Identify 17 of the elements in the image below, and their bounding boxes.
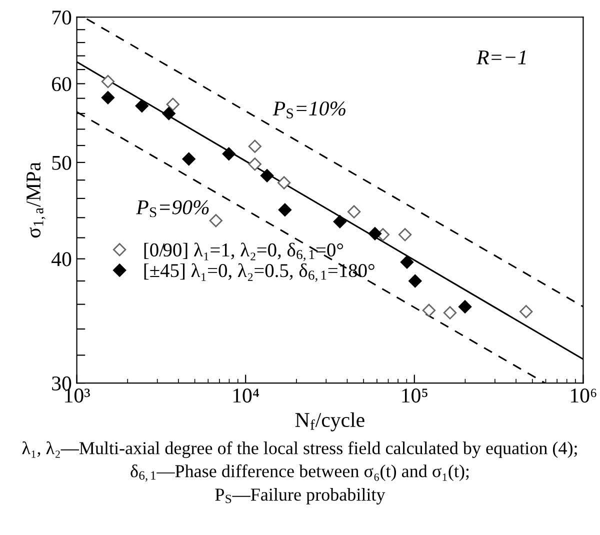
- x-tick-label: 10⁵: [402, 388, 428, 403]
- y-tick-label: 30: [52, 376, 72, 390]
- x-tick-label: 10⁴: [233, 388, 260, 403]
- annotation: P$_{S}$=90%: [136, 200, 209, 218]
- x-axis-title: N$_{f}$/cycle: [295, 412, 364, 432]
- legend-label: [±45] λ₁=0, λ₂=0.5, δ$_{6,1}$=180°: [144, 263, 374, 282]
- y-tick-label: 70: [52, 10, 72, 25]
- annotation: P$_{S}$=10%: [272, 101, 346, 118]
- x-tick-label: 10³: [65, 388, 90, 403]
- y-axis-title: σ$_{1,a}$/MPa: [26, 162, 46, 238]
- y-tick-label: 50: [52, 156, 72, 170]
- y-tick-label: 40: [52, 252, 72, 266]
- legend-label: [0/90] λ₁=1, λ₂=0, δ$_{6,1}$=0°: [144, 242, 344, 262]
- x-tick-label: 10⁶: [570, 388, 596, 403]
- y-tick-label: 60: [52, 77, 72, 92]
- annotation: R=−1: [476, 50, 526, 64]
- text: λ₁, λ₂—Multi-axial degree of the local stress field calculated by equation (4); δ$_{6,1}$—Phase difference between σ₆(t) and σ₁(t); P$_{S}$—Failure probability: [22, 441, 577, 504]
